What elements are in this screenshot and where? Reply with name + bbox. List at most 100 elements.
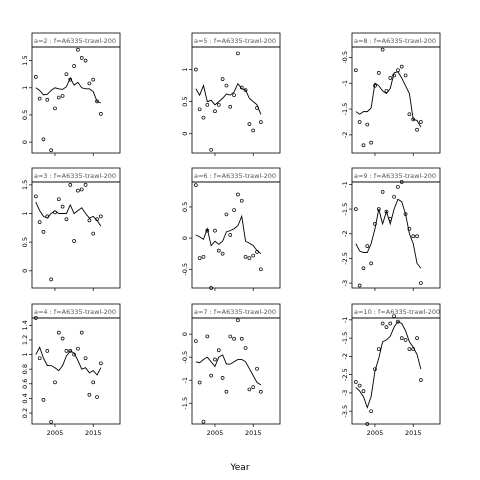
panel-frame bbox=[191, 317, 281, 425]
data-point bbox=[91, 380, 96, 385]
data-point bbox=[251, 253, 256, 258]
data-point bbox=[216, 248, 221, 253]
data-point bbox=[41, 137, 46, 142]
x-tick-label: 2015 bbox=[85, 429, 102, 437]
data-point bbox=[411, 347, 416, 351]
data-point bbox=[365, 244, 370, 248]
data-point bbox=[399, 180, 404, 184]
data-point bbox=[224, 212, 229, 217]
data-point bbox=[41, 398, 46, 402]
data-point bbox=[60, 94, 65, 98]
data-point bbox=[419, 120, 423, 124]
y-tick-label: -3.5 bbox=[341, 405, 349, 418]
data-point bbox=[239, 198, 244, 203]
data-point bbox=[403, 338, 408, 342]
data-point bbox=[407, 112, 412, 117]
panel-frame bbox=[191, 181, 281, 289]
data-point bbox=[232, 208, 236, 212]
data-point bbox=[388, 321, 393, 326]
data-point bbox=[369, 140, 373, 145]
facet-panel-4: a=3 : f=A6335-trawl-200 0 0.5 1 1.5 bbox=[21, 167, 121, 291]
data-point bbox=[376, 347, 381, 351]
data-point bbox=[60, 336, 65, 341]
data-point bbox=[376, 207, 381, 211]
data-point bbox=[361, 143, 366, 148]
x-axis-title: Year bbox=[229, 463, 249, 473]
data-point bbox=[76, 346, 80, 351]
data-point bbox=[259, 120, 263, 125]
y-tick-label: 1 bbox=[21, 211, 29, 215]
data-point bbox=[64, 72, 69, 77]
data-point bbox=[392, 194, 396, 199]
data-point bbox=[392, 314, 396, 319]
data-point bbox=[247, 122, 252, 126]
data-point bbox=[216, 348, 221, 353]
data-point bbox=[403, 212, 408, 216]
facet-panel-3: a=8 : f=A6335-trawl-200 -2 -1.5 -1 -0.5 bbox=[341, 32, 441, 156]
x-tick-label: 2015 bbox=[405, 429, 422, 437]
facet-strip-title: a=10 : f=A6335-trawl-200 bbox=[354, 308, 440, 316]
data-point bbox=[392, 73, 396, 78]
data-point bbox=[357, 383, 362, 388]
y-tick-label: 0.4 bbox=[21, 393, 29, 403]
facet-strip-title: a=6 : f=A6335-trawl-200 bbox=[194, 172, 276, 180]
y-tick-label: -1.5 bbox=[181, 397, 189, 410]
data-point bbox=[193, 67, 198, 72]
panel-frame bbox=[351, 181, 441, 289]
y-tick-label: -2 bbox=[341, 132, 349, 138]
y-tick-label: 0.5 bbox=[181, 96, 189, 106]
data-point bbox=[53, 380, 57, 385]
y-tick-label: 1.2 bbox=[21, 335, 29, 345]
data-point bbox=[37, 356, 42, 361]
data-point bbox=[213, 228, 217, 233]
data-point bbox=[49, 148, 53, 153]
fit-line bbox=[355, 321, 422, 409]
data-point bbox=[68, 183, 73, 187]
fit-line bbox=[195, 82, 262, 115]
data-point bbox=[255, 106, 259, 110]
x-tick-label: 2015 bbox=[245, 429, 262, 437]
data-point bbox=[220, 251, 225, 256]
panel-frame bbox=[191, 46, 281, 154]
data-point bbox=[209, 286, 213, 290]
y-tick-label: -0.5 bbox=[341, 51, 349, 64]
data-point bbox=[72, 64, 76, 68]
data-point bbox=[415, 234, 419, 239]
data-point bbox=[243, 346, 248, 350]
y-tick-label: 0.5 bbox=[181, 202, 189, 212]
data-point bbox=[53, 210, 57, 215]
data-point bbox=[403, 73, 408, 78]
data-point bbox=[384, 325, 389, 329]
y-tick-label: 0 bbox=[181, 332, 189, 336]
facet-strip-title: a=5 : f=A6335-trawl-200 bbox=[194, 37, 276, 45]
data-point bbox=[68, 77, 73, 82]
data-point bbox=[255, 366, 259, 371]
data-point bbox=[79, 187, 84, 192]
y-tick-label: -3 bbox=[341, 280, 349, 286]
data-point bbox=[49, 419, 53, 424]
data-point bbox=[236, 192, 240, 197]
data-point bbox=[407, 226, 412, 231]
data-point bbox=[411, 117, 416, 122]
data-point bbox=[369, 409, 373, 414]
data-point bbox=[83, 356, 88, 361]
data-point bbox=[380, 47, 385, 52]
y-tick-label: 0 bbox=[21, 140, 29, 144]
data-point bbox=[396, 68, 400, 73]
data-point bbox=[60, 204, 65, 209]
data-point bbox=[419, 281, 423, 285]
data-point bbox=[259, 267, 263, 272]
fit-line bbox=[35, 76, 102, 104]
data-point bbox=[201, 254, 206, 259]
data-point bbox=[243, 88, 248, 92]
data-point bbox=[83, 183, 88, 187]
y-tick-label: -1.5 bbox=[341, 103, 349, 116]
fit-line bbox=[35, 346, 102, 376]
data-point bbox=[228, 233, 233, 237]
y-tick-label: -1 bbox=[181, 377, 189, 383]
y-tick-label: -2.5 bbox=[341, 368, 349, 381]
data-point bbox=[91, 231, 96, 236]
data-point bbox=[369, 261, 373, 266]
panel-frame bbox=[351, 46, 441, 154]
data-point bbox=[37, 96, 42, 101]
